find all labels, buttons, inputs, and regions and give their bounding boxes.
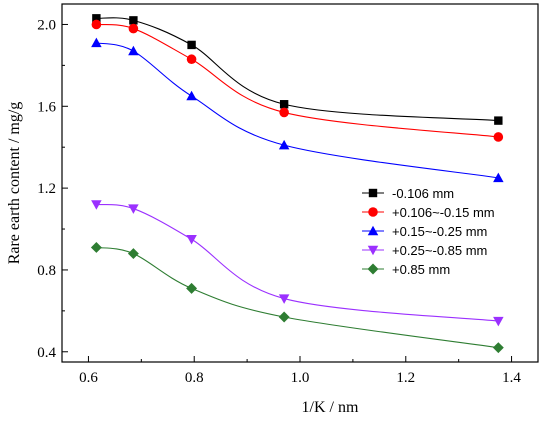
series-4 [91, 200, 504, 327]
series-1 [92, 14, 503, 125]
data-point [128, 204, 139, 214]
data-point [91, 37, 102, 48]
data-point [278, 139, 290, 150]
series-layer [90, 14, 504, 354]
legend-marker [367, 245, 379, 256]
x-tick-label: 0.8 [185, 370, 204, 386]
y-tick-label: 0.8 [37, 263, 56, 279]
legend-item: +0.15~-0.25 mm [362, 224, 487, 239]
data-point [279, 107, 289, 118]
data-point [91, 200, 102, 210]
data-point [91, 19, 102, 30]
data-point [493, 132, 504, 142]
data-point [493, 316, 504, 327]
series-2-line [96, 23, 499, 138]
data-point [494, 116, 503, 125]
series-5 [90, 241, 504, 354]
legend-item: +0.85 mm [362, 262, 450, 277]
data-point [278, 311, 290, 323]
axes-layer: 0.6 0.8 1.0 1.2 1.4 0.4 0.8 1.2 1.6 2.0 [37, 3, 539, 386]
x-tick-label: 0.6 [79, 370, 98, 386]
data-point [128, 23, 139, 34]
data-point [278, 294, 290, 304]
series-3 [91, 37, 504, 183]
data-point [186, 235, 197, 245]
data-point [92, 14, 101, 23]
data-point [187, 40, 196, 50]
x-tick-label: 1.0 [291, 370, 310, 386]
plot-frame [61, 3, 539, 363]
y-tick-label: 1.6 [37, 99, 56, 115]
legend-label: +0.85 mm [392, 262, 450, 277]
data-point [128, 45, 139, 56]
data-point [186, 282, 198, 294]
legend: -0.106 mm +0.106~-0.15 mm +0.15~-0.25 mm +0… [362, 186, 495, 277]
legend-marker [367, 225, 379, 236]
legend-item: +0.106~-0.15 mm [362, 205, 495, 220]
legend-label: +0.25~-0.85 mm [392, 243, 487, 258]
x-axis-title: 1/K / nm [302, 399, 359, 416]
data-point [129, 16, 138, 25]
legend-marker [367, 263, 379, 275]
data-point [279, 100, 289, 109]
legend-marker [368, 188, 378, 198]
data-point [127, 248, 139, 260]
legend-item: -0.106 mm [362, 186, 454, 201]
legend-label: +0.106~-0.15 mm [392, 205, 495, 220]
data-point [186, 90, 197, 101]
data-point [186, 54, 197, 65]
series-2 [91, 19, 504, 142]
x-tick-label: 1.2 [396, 370, 415, 386]
series-3-line [96, 42, 499, 179]
x-tick-label: 1.4 [502, 370, 521, 386]
data-point [492, 342, 504, 354]
y-axis-title: Rare earth content / mg/g [6, 102, 23, 265]
y-tick-label: 1.2 [37, 181, 56, 197]
y-tick-label: 2.0 [37, 17, 56, 33]
data-point [90, 241, 102, 253]
legend-label: -0.106 mm [392, 186, 454, 201]
legend-label: +0.15~-0.25 mm [392, 224, 487, 239]
data-point [493, 172, 504, 183]
legend-item: +0.25~-0.85 mm [362, 243, 487, 258]
y-tick-label: 0.4 [37, 345, 56, 361]
legend-marker [368, 207, 378, 217]
